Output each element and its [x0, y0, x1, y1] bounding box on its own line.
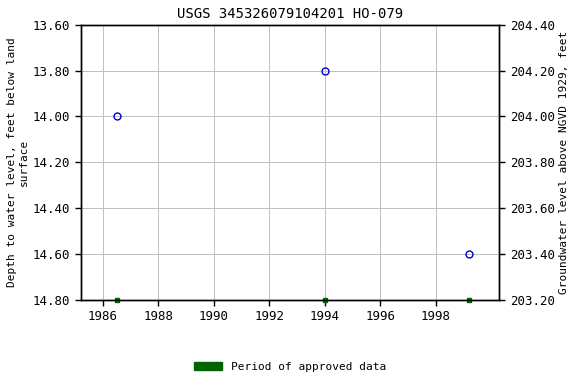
Y-axis label: Depth to water level, feet below land
surface: Depth to water level, feet below land su… [7, 37, 29, 287]
Y-axis label: Groundwater level above NGVD 1929, feet: Groundwater level above NGVD 1929, feet [559, 31, 569, 294]
Title: USGS 345326079104201 HO-079: USGS 345326079104201 HO-079 [177, 7, 403, 21]
Legend: Period of approved data: Period of approved data [190, 358, 391, 376]
